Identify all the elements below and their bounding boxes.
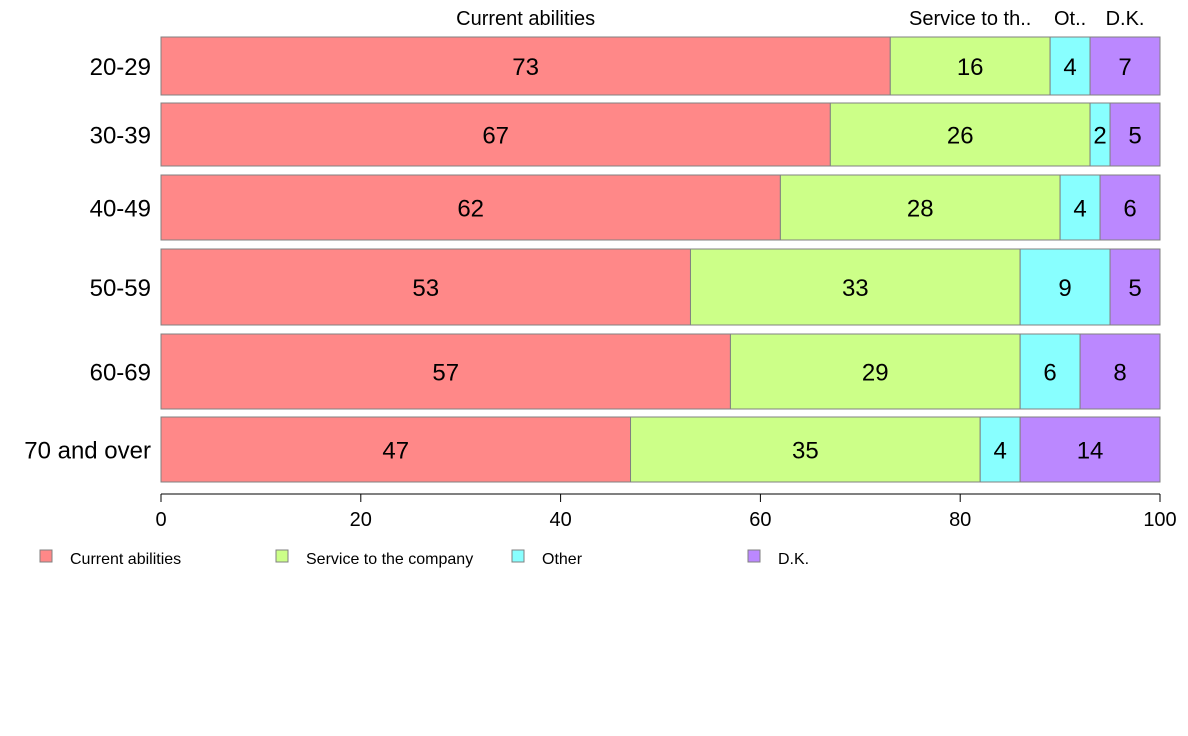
bar-segment xyxy=(1079,333,1161,410)
segment-value-label: 7 xyxy=(1118,54,1131,81)
legend-label: Service to the company xyxy=(306,551,473,568)
category-label: 70 and over xyxy=(24,438,151,465)
segment-value-label: 2 xyxy=(1093,123,1106,150)
bar-segment xyxy=(689,248,1021,326)
bar-segment xyxy=(1049,36,1091,96)
segment-value-label: 8 xyxy=(1113,360,1126,387)
bar-segment xyxy=(729,333,1021,410)
top-labels: Current abilities Service to th.. Ot.. D.K. xyxy=(456,8,1144,30)
legend-label: Current abilities xyxy=(70,551,181,568)
segment-value-label: 57 xyxy=(432,360,459,387)
bar-segment xyxy=(1019,248,1111,326)
segment-value-label: 53 xyxy=(412,275,439,302)
segment-value-label: 35 xyxy=(792,438,819,465)
segment-value-label: 14 xyxy=(1077,438,1104,465)
segment-value-label: 16 xyxy=(957,54,984,81)
category-label: 30-39 xyxy=(90,123,151,150)
legend-swatch xyxy=(747,549,761,563)
top-series-label: Current abilities xyxy=(456,8,595,30)
top-series-label: Ot.. xyxy=(1054,8,1086,30)
segment-value-label: 62 xyxy=(457,196,484,223)
bar-segment xyxy=(160,174,781,241)
legend: Current abilities Service to the company O… xyxy=(39,549,809,568)
segment-value-label: 6 xyxy=(1123,196,1136,223)
top-series-label: Service to th.. xyxy=(909,8,1031,30)
x-tick-label: 80 xyxy=(949,509,971,531)
bar-segment xyxy=(1109,248,1161,326)
x-tick-label: 40 xyxy=(549,509,571,531)
bar-segment xyxy=(160,333,731,410)
legend-swatch xyxy=(39,549,53,563)
bar-segment xyxy=(630,416,981,483)
segment-value-label: 26 xyxy=(947,123,974,150)
legend-label: D.K. xyxy=(778,551,809,568)
x-tick-label: 60 xyxy=(749,509,771,531)
legend-swatch xyxy=(275,549,289,563)
segment-value-label: 5 xyxy=(1128,123,1141,150)
legend-swatch xyxy=(511,549,525,563)
bars: 73 16 4 767 26 2 562 28 4 653 33 9 557 29 6 847 35 4 14 xyxy=(160,36,1161,483)
segment-value-label: 33 xyxy=(842,275,869,302)
bar-segment xyxy=(160,416,632,483)
segment-value-label: 6 xyxy=(1043,360,1056,387)
category-label: 50-59 xyxy=(90,275,151,302)
bar-segment xyxy=(779,174,1061,241)
category-label: 40-49 xyxy=(90,196,151,223)
category-label: 20-29 xyxy=(90,54,151,81)
segment-value-label: 9 xyxy=(1058,275,1071,302)
segment-value-label: 73 xyxy=(512,54,539,81)
bar-segment xyxy=(160,36,891,96)
bar-segment xyxy=(979,416,1021,483)
segment-value-label: 5 xyxy=(1128,275,1141,302)
segment-value-label: 29 xyxy=(862,360,889,387)
bar-segment xyxy=(160,102,831,167)
segment-value-label: 67 xyxy=(482,123,509,150)
x-tick-label: 100 xyxy=(1143,509,1176,531)
segment-value-label: 4 xyxy=(1073,196,1086,223)
bar-segment xyxy=(889,36,1051,96)
x-axis: 0 20 40 60 80 100 xyxy=(155,493,1177,531)
segment-value-label: 47 xyxy=(382,438,409,465)
x-tick-label: 0 xyxy=(155,509,166,531)
top-series-label: D.K. xyxy=(1106,8,1145,30)
category-labels: 20-29 30-39 40-49 50-59 60-69 70 and over xyxy=(24,54,151,465)
bar-segment xyxy=(1019,333,1081,410)
segment-value-label: 28 xyxy=(907,196,934,223)
bar-segment xyxy=(1099,174,1161,241)
bar-segment xyxy=(160,248,691,326)
bar-segment xyxy=(1089,36,1161,96)
x-tick-label: 20 xyxy=(350,509,372,531)
bar-segment xyxy=(829,102,1091,167)
bar-segment xyxy=(1109,102,1161,167)
bar-segment xyxy=(1059,174,1101,241)
category-label: 60-69 xyxy=(90,360,151,387)
segment-value-label: 4 xyxy=(1063,54,1076,81)
bar-segment xyxy=(1019,416,1161,483)
segment-value-label: 4 xyxy=(993,438,1006,465)
legend-label: Other xyxy=(542,551,583,568)
